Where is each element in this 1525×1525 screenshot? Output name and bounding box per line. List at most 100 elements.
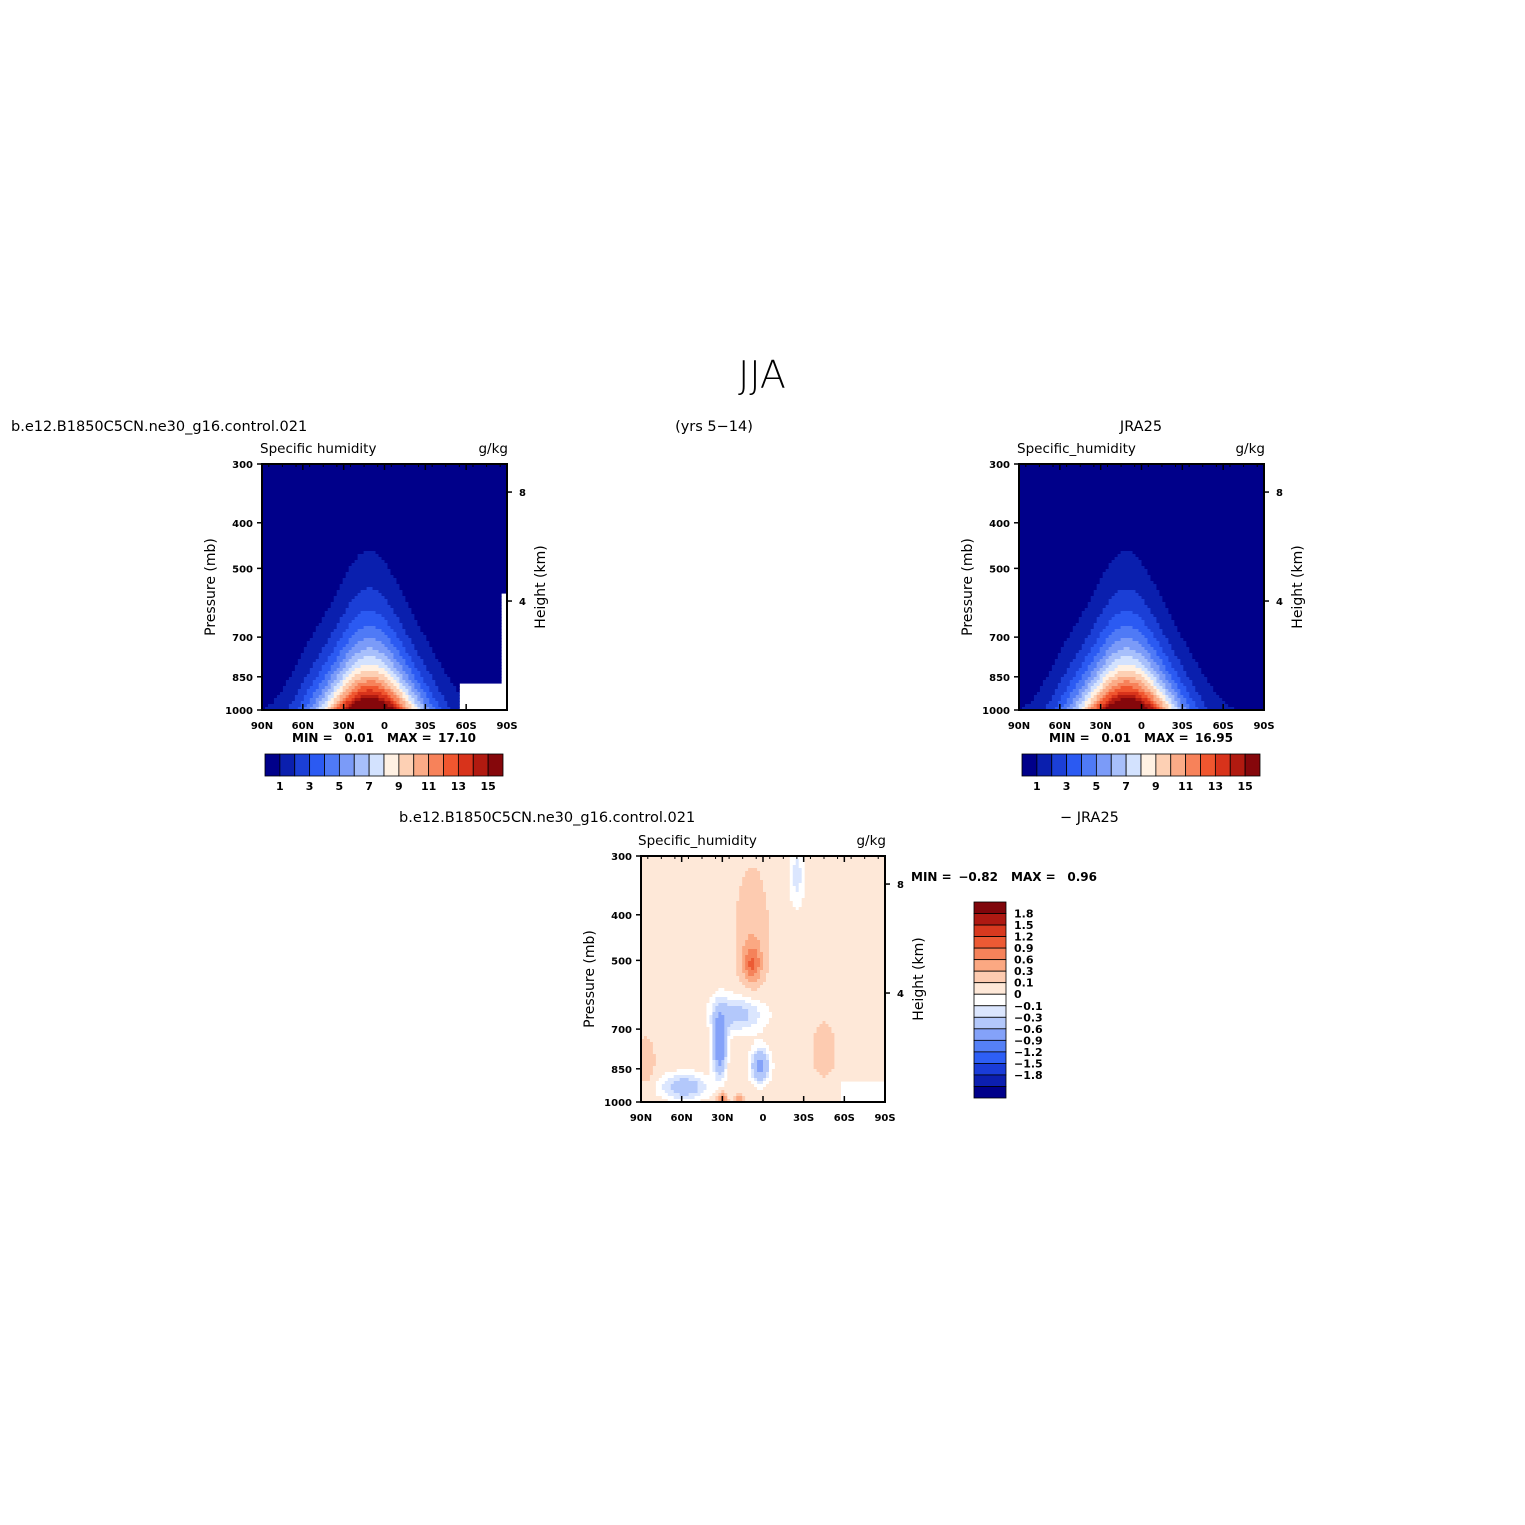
model-xtick-label: 60N: [292, 721, 314, 732]
diff-colorbar-swatch: [973, 1063, 1007, 1076]
diff-colorbar-label: −1.5: [1014, 1057, 1043, 1070]
model-colorbar-swatch: [428, 753, 444, 777]
obs-colorbar-swatch: [1081, 753, 1097, 777]
model-xtick-label: 30S: [415, 721, 436, 732]
model-colorbar-label: 1: [276, 780, 284, 793]
diff-colorbar-swatch: [973, 1074, 1007, 1087]
model-colorbar-swatch: [279, 753, 296, 777]
diff-colorbar-swatch: [973, 1028, 1007, 1041]
obs-ytick-label: 300: [989, 460, 1010, 471]
obs-xtick-label: 90N: [1008, 721, 1030, 732]
diff-colorbar-swatch: [973, 924, 1007, 937]
obs-colorbar-swatch: [1170, 753, 1187, 777]
obs-ytick-label: 400: [989, 519, 1010, 530]
model-case-header: b.e12.B1850C5CN.ne30_g16.control.021: [11, 419, 307, 435]
diff-colorbar: 1.81.51.20.90.60.30.10−0.1−0.3−0.6−0.9−1…: [973, 901, 1043, 1099]
obs-colorbar-swatch: [1244, 753, 1261, 777]
diff-variable-label: Specific_humidity: [638, 833, 757, 849]
model-xtick-label: 60S: [456, 721, 477, 732]
obs-colorbar: 1 3 5 7 9 11 13 15: [1021, 753, 1261, 793]
obs-colorbar-label: 7: [1122, 780, 1130, 793]
model-colorbar-swatch: [443, 753, 459, 777]
diff-colorbar-label: 0.1: [1014, 977, 1034, 990]
model-colorbar-swatch: [309, 753, 325, 777]
period-label: (yrs 5−14): [675, 419, 753, 435]
model-colorbar-label: 5: [336, 780, 344, 793]
diff-colorbar-swatch: [973, 947, 1007, 961]
diff-xtick-label: 30S: [793, 1113, 814, 1124]
diff-colorbar-label: 1.8: [1014, 908, 1034, 921]
model-colorbar-label: 11: [421, 780, 436, 793]
diff-xtick-label: 60N: [671, 1113, 693, 1124]
obs-colorbar-swatch: [1036, 753, 1053, 777]
obs-colorbar-swatch: [1051, 753, 1068, 777]
diff-contour-field: [641, 856, 885, 1102]
diff-max-label: MAX =: [1011, 870, 1056, 884]
obs-colorbar-swatch: [1110, 753, 1127, 777]
diff-colorbar-label: −0.9: [1014, 1034, 1043, 1047]
model-colorbar-swatch: [457, 753, 474, 777]
model-y2tick-label: 4: [519, 597, 526, 608]
diff-colorbar-label: 0.9: [1014, 942, 1034, 955]
obs-variable-label: Specific_humidity: [1017, 441, 1136, 457]
diff-colorbar-swatch: [973, 1051, 1007, 1064]
obs-colorbar-swatch: [1155, 753, 1172, 777]
obs-colorbar-label: 11: [1178, 780, 1193, 793]
model-units-label: g/kg: [478, 441, 508, 457]
diff-colorbar-swatch: [973, 1016, 1007, 1030]
model-colorbar-swatch: [353, 753, 370, 777]
obs-ytick-label: 700: [989, 633, 1010, 644]
obs-header: JRA25: [1119, 419, 1162, 435]
obs-colorbar-label: 1: [1033, 780, 1041, 793]
model-colorbar-swatch: [383, 753, 400, 777]
diff-colorbar-label: 1.2: [1014, 931, 1034, 944]
diff-ytick-label: 700: [611, 1025, 632, 1036]
panel-obs: JRA25 Specific_humidity g/kg 90N 60N 30N 0 3…: [960, 419, 1306, 793]
diff-axes: 90N 60N 30N 0 30S 60S 90S 300 400 500 700 850 1000 8 4: [604, 852, 904, 1124]
diff-min-value: −0.82: [958, 870, 998, 884]
obs-xtick-label: 0: [1138, 721, 1145, 732]
model-ylabel: Pressure (mb): [203, 538, 219, 636]
diff-colorbar-swatch: [973, 959, 1007, 972]
model-max-value: 17.10: [438, 731, 476, 745]
diff-colorbar-swatch: [973, 1005, 1007, 1018]
diff-y2tick-label: 4: [897, 989, 904, 1000]
model-colorbar-swatch: [487, 753, 504, 777]
obs-colorbar-swatch: [1229, 753, 1246, 777]
panel-difference: b.e12.B1850C5CN.ne30_g16.control.021 − J…: [399, 810, 1119, 1124]
obs-y2label: Height (km): [1290, 545, 1306, 628]
obs-xtick-label: 60S: [1213, 721, 1234, 732]
figure-title: JJA: [738, 353, 786, 397]
diff-colorbar-swatch: [973, 1039, 1007, 1053]
obs-colorbar-label: 3: [1063, 780, 1071, 793]
obs-axes: 90N 60N 30N 0 30S 60S 90S 300 400 500 700 850 1000 8 4: [982, 460, 1283, 732]
model-y2label: Height (km): [533, 545, 549, 628]
obs-xtick-label: 30N: [1090, 721, 1112, 732]
diff-y2tick-label: 8: [897, 880, 904, 891]
diff-case-header: b.e12.B1850C5CN.ne30_g16.control.021: [399, 810, 695, 826]
diff-obs-header: − JRA25: [1060, 810, 1119, 826]
model-xtick-label: 30N: [333, 721, 355, 732]
obs-colorbar-swatch: [1095, 753, 1112, 777]
diff-colorbar-swatch: [973, 901, 1007, 914]
obs-ytick-label: 1000: [982, 706, 1010, 717]
obs-colorbar-swatch: [1200, 753, 1216, 777]
model-variable-label: Specific humidity: [260, 441, 376, 457]
diff-colorbar-swatch: [973, 970, 1007, 984]
model-colorbar-swatch: [368, 753, 385, 777]
obs-min-value: 0.01: [1101, 731, 1131, 745]
diff-colorbar-swatch: [973, 982, 1007, 995]
diff-ylabel: Pressure (mb): [582, 930, 598, 1028]
diff-colorbar-swatch: [973, 936, 1007, 949]
model-colorbar-swatch: [294, 753, 311, 777]
model-min-label: MIN =: [292, 731, 333, 745]
obs-contour-field: [1019, 464, 1264, 710]
obs-max-value: 16.95: [1195, 731, 1233, 745]
model-min-value: 0.01: [344, 731, 374, 745]
diff-ytick-label: 400: [611, 911, 632, 922]
diff-xtick-label: 90N: [630, 1113, 652, 1124]
obs-xtick-label: 30S: [1172, 721, 1193, 732]
model-ytick-label: 500: [232, 564, 253, 575]
diff-min-label: MIN =: [911, 870, 952, 884]
